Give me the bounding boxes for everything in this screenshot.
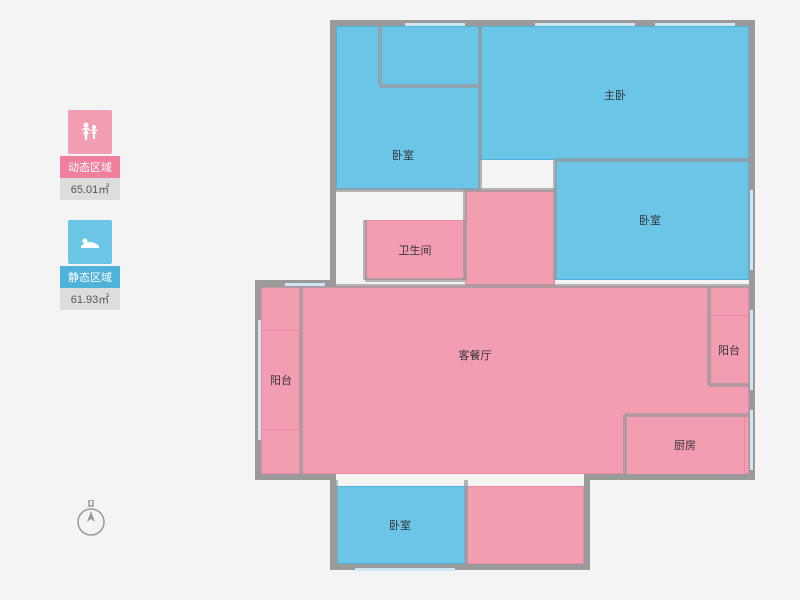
legend-item-static: 静态区域 61.93㎡ — [60, 220, 120, 310]
people-icon — [68, 110, 112, 154]
legend-value-static: 61.93㎡ — [60, 288, 120, 310]
room-bottom_pink — [466, 486, 584, 564]
window-mark — [750, 310, 753, 390]
room-label-kitchen: 厨房 — [674, 437, 696, 453]
window-mark — [535, 23, 635, 26]
legend-label-dynamic: 动态区域 — [60, 156, 120, 178]
room-bedroom_left — [336, 26, 480, 190]
room-label-bedroom_right: 卧室 — [639, 212, 661, 228]
window-mark — [750, 410, 753, 470]
room-label-bathroom_mid: 卫生间 — [399, 242, 432, 258]
window-mark — [355, 568, 455, 571]
legend-panel: 动态区域 65.01㎡ 静态区域 61.93㎡ — [60, 110, 120, 330]
room-label-bedroom_bottom: 卧室 — [389, 517, 411, 533]
floorplan: 卫生间主卧卧室卧室卫生间客餐厅阳台阳台厨房卧室 — [255, 20, 755, 580]
room-label-balcony_left: 阳台 — [270, 372, 292, 388]
room-label-living: 客餐厅 — [459, 347, 492, 363]
legend-label-static: 静态区域 — [60, 266, 120, 288]
window-mark — [285, 283, 325, 286]
room-label-master_bedroom: 主卧 — [604, 87, 626, 103]
sleep-icon — [68, 220, 112, 264]
window-mark — [655, 23, 735, 26]
window-mark — [750, 190, 753, 270]
compass-icon — [75, 500, 107, 543]
room-label-balcony_right: 阳台 — [718, 342, 740, 358]
room-label-bedroom_left: 卧室 — [392, 147, 414, 163]
legend-item-dynamic: 动态区域 65.01㎡ — [60, 110, 120, 200]
room-corridor — [465, 190, 555, 286]
legend-value-dynamic: 65.01㎡ — [60, 178, 120, 200]
window-mark — [405, 23, 465, 26]
window-mark — [258, 320, 261, 440]
